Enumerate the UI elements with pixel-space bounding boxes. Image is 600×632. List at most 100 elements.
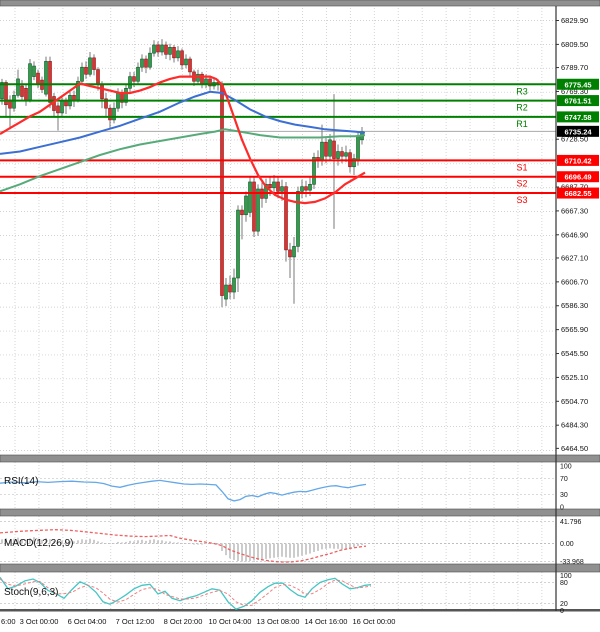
pivot-label-r1: R1 xyxy=(516,119,528,129)
stoch-panel-title: Stoch(9,6,3) xyxy=(4,587,59,598)
candle-up xyxy=(300,186,304,192)
candle-down xyxy=(92,57,96,70)
macd-axis-label: 41.796 xyxy=(560,519,582,526)
candle-down xyxy=(276,181,280,192)
candle-up xyxy=(152,44,156,54)
candle-up xyxy=(232,277,236,293)
resistance-price-r1-box xyxy=(557,111,599,123)
candle-up xyxy=(204,78,208,84)
price-tick-label: 6687.70 xyxy=(561,183,588,192)
candle-up xyxy=(0,82,4,100)
macd-axis-label: 0.00 xyxy=(560,541,574,548)
candle-up xyxy=(344,152,348,157)
price-tick-label: 6646.90 xyxy=(561,230,588,239)
support-price-s3-value: 6682.55 xyxy=(564,189,591,198)
panel-separator xyxy=(0,563,600,573)
time-axis-label: 14 Oct 16:00 xyxy=(305,617,348,626)
candle-down xyxy=(64,100,68,107)
candle-up xyxy=(264,184,268,199)
panel-separator xyxy=(0,0,600,7)
candle-down xyxy=(72,95,76,101)
price-tick-label: 6809.50 xyxy=(561,40,588,49)
pivot-label-s2: S2 xyxy=(516,179,527,189)
candle-up xyxy=(244,195,248,216)
rsi-axis-label: 70 xyxy=(560,476,568,483)
macd-axis-label: -33.968 xyxy=(560,559,584,566)
candle-up xyxy=(328,139,332,157)
candle-up xyxy=(312,157,316,185)
candle-down xyxy=(188,58,192,73)
macd-signal-line xyxy=(0,529,367,563)
candle-up xyxy=(280,186,284,192)
price-tick-label: 6464.50 xyxy=(561,444,588,453)
candle-up xyxy=(12,95,16,109)
pivot-label-r2: R2 xyxy=(516,103,528,113)
pivot-label-s1: S1 xyxy=(516,162,527,172)
candle-up xyxy=(160,44,164,53)
candle-up xyxy=(44,61,48,95)
resistance-price-r3-box xyxy=(557,78,599,90)
candle-up xyxy=(272,181,276,189)
ma-slow-green xyxy=(0,128,366,193)
candle-up xyxy=(308,184,312,191)
time-axis-line xyxy=(0,609,600,612)
current-price-box xyxy=(557,125,599,137)
price-tick-label: 6504.70 xyxy=(561,397,588,406)
candle-down xyxy=(84,66,88,75)
candle-up xyxy=(140,58,144,68)
candle-up xyxy=(168,47,172,55)
candle-down xyxy=(284,186,288,251)
candle-down xyxy=(288,249,292,258)
panel-separator xyxy=(0,508,600,517)
candle-up xyxy=(124,87,128,103)
candle-up xyxy=(32,65,36,77)
candle-down xyxy=(24,87,28,102)
candle-up xyxy=(248,181,252,213)
price-tick-label: 6769.30 xyxy=(561,87,588,96)
candle-down xyxy=(332,140,336,159)
price-tick-label: 6525.10 xyxy=(561,373,588,382)
ma-fast-red xyxy=(0,75,366,205)
candle-up xyxy=(112,107,116,121)
time-axis-label: 13 Oct 08:00 xyxy=(257,617,300,626)
price-tick-label: 6484.30 xyxy=(561,421,588,430)
rsi-axis-label: 0 xyxy=(560,505,564,512)
current-price-value: 6735.24 xyxy=(564,127,592,136)
candle-up xyxy=(60,100,64,114)
time-axis-label: 6:00 xyxy=(1,617,16,626)
price-tick-label: 6606.70 xyxy=(561,277,588,286)
rsi-panel-title: RSI(14) xyxy=(4,476,39,487)
price-tick-label: 6627.10 xyxy=(561,253,588,262)
candle-down xyxy=(208,78,212,87)
rsi-axis-label: 100 xyxy=(560,464,572,471)
resistance-price-r2-box xyxy=(557,95,599,107)
price-tick-label: 6565.90 xyxy=(561,325,588,334)
price-tick-label: 6789.70 xyxy=(561,63,588,72)
candle-up xyxy=(236,209,240,279)
support-price-s3-box xyxy=(557,187,599,199)
candle-down xyxy=(164,44,168,55)
candle-down xyxy=(132,76,136,82)
price-tick-label: 6728.50 xyxy=(561,135,588,144)
rsi-line xyxy=(0,479,367,502)
candle-up xyxy=(88,57,92,75)
candle-up xyxy=(176,50,180,59)
price-tick-label: 6545.50 xyxy=(561,349,588,358)
stoch-axis-label: 20 xyxy=(560,601,568,608)
pivot-label-s3: S3 xyxy=(516,195,527,205)
candle-down xyxy=(240,209,244,216)
candle-up xyxy=(16,78,20,96)
stoch-axis-label: 0 xyxy=(560,608,564,615)
candle-up xyxy=(128,76,132,89)
time-axis-label: 7 Oct 12:00 xyxy=(116,617,155,626)
candle-up xyxy=(352,158,356,168)
candle-up xyxy=(256,188,260,232)
pivot-label-r3: R3 xyxy=(516,86,528,96)
stoch-d-line xyxy=(0,578,372,607)
candle-down xyxy=(104,98,108,109)
ma-mid-blue xyxy=(0,90,366,155)
support-price-s1-value: 6710.42 xyxy=(564,156,591,165)
